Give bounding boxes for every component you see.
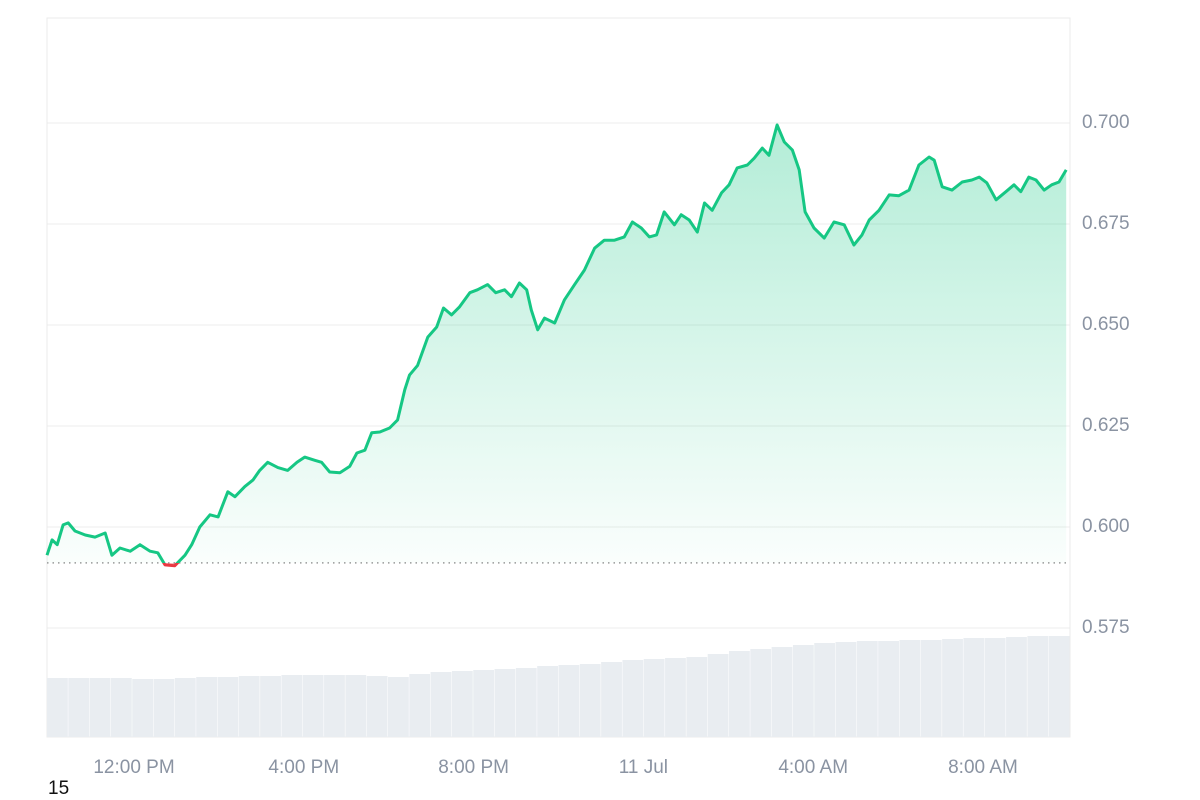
x-tick-label: 12:00 PM — [93, 757, 174, 778]
volume-bar — [792, 645, 814, 737]
volume-bar — [1027, 636, 1049, 737]
y-tick-label: 0.675 — [1082, 213, 1130, 234]
volume-bar — [920, 640, 942, 737]
volume-bar — [878, 641, 899, 737]
volume-bar — [1006, 637, 1027, 737]
x-tick-label: 8:00 AM — [948, 757, 1018, 778]
footer-text: 15 — [48, 778, 69, 799]
volume-bar — [302, 675, 324, 737]
volume-bar — [835, 642, 857, 737]
y-tick-label: 0.650 — [1082, 314, 1130, 335]
volume-bar — [281, 675, 303, 737]
volume-bar — [196, 677, 217, 737]
volume-bar — [366, 676, 388, 737]
volume-bar — [622, 660, 644, 737]
volume-bar — [409, 674, 431, 737]
volume-bar — [856, 641, 878, 737]
volume-bar — [89, 678, 111, 737]
volume-bar — [579, 664, 601, 737]
area — [47, 125, 1067, 566]
volume-bar — [174, 678, 196, 737]
volume-bar — [345, 675, 367, 737]
volume-bar — [686, 657, 708, 737]
volume-bar — [707, 654, 729, 737]
volume-bar — [899, 640, 921, 737]
volume-bar — [238, 676, 260, 737]
volume-bar — [132, 679, 154, 737]
volume-bar — [814, 643, 836, 737]
volume-bar — [558, 665, 580, 737]
volume-bar — [963, 638, 985, 737]
volume-bar — [942, 639, 963, 737]
x-tick-label: 4:00 AM — [778, 757, 848, 778]
volume-bar — [984, 638, 1006, 737]
volume-bar — [153, 679, 175, 737]
x-tick-label: 11 Jul — [619, 757, 668, 778]
volume-bar — [729, 651, 750, 737]
y-tick-label: 0.575 — [1082, 617, 1130, 638]
volume-bar — [451, 671, 473, 737]
volume-bar — [217, 677, 239, 737]
volume-bar — [771, 647, 793, 737]
price-line — [45, 123, 1068, 568]
volume-bar — [430, 672, 452, 737]
x-tick-label: 8:00 PM — [438, 757, 509, 778]
volume-bar — [515, 668, 537, 737]
volume-bar — [324, 675, 345, 737]
volume-bar — [537, 666, 558, 737]
volume-bar — [47, 678, 68, 737]
volume-bar — [68, 678, 90, 737]
volume-bar — [388, 677, 409, 737]
volume-bar — [260, 676, 281, 737]
volume-bar — [643, 659, 665, 737]
volume-bar — [665, 658, 686, 737]
volume-bar — [750, 649, 772, 737]
volume-bar — [1048, 636, 1070, 737]
volume-bar — [473, 670, 495, 737]
y-tick-label: 0.700 — [1082, 112, 1130, 133]
volume-bar — [110, 678, 132, 737]
y-tick-label: 0.625 — [1082, 415, 1130, 436]
volume-bar — [601, 662, 622, 737]
y-tick-label: 0.600 — [1082, 516, 1130, 537]
volume-bar — [494, 669, 516, 737]
x-tick-label: 4:00 PM — [268, 757, 339, 778]
